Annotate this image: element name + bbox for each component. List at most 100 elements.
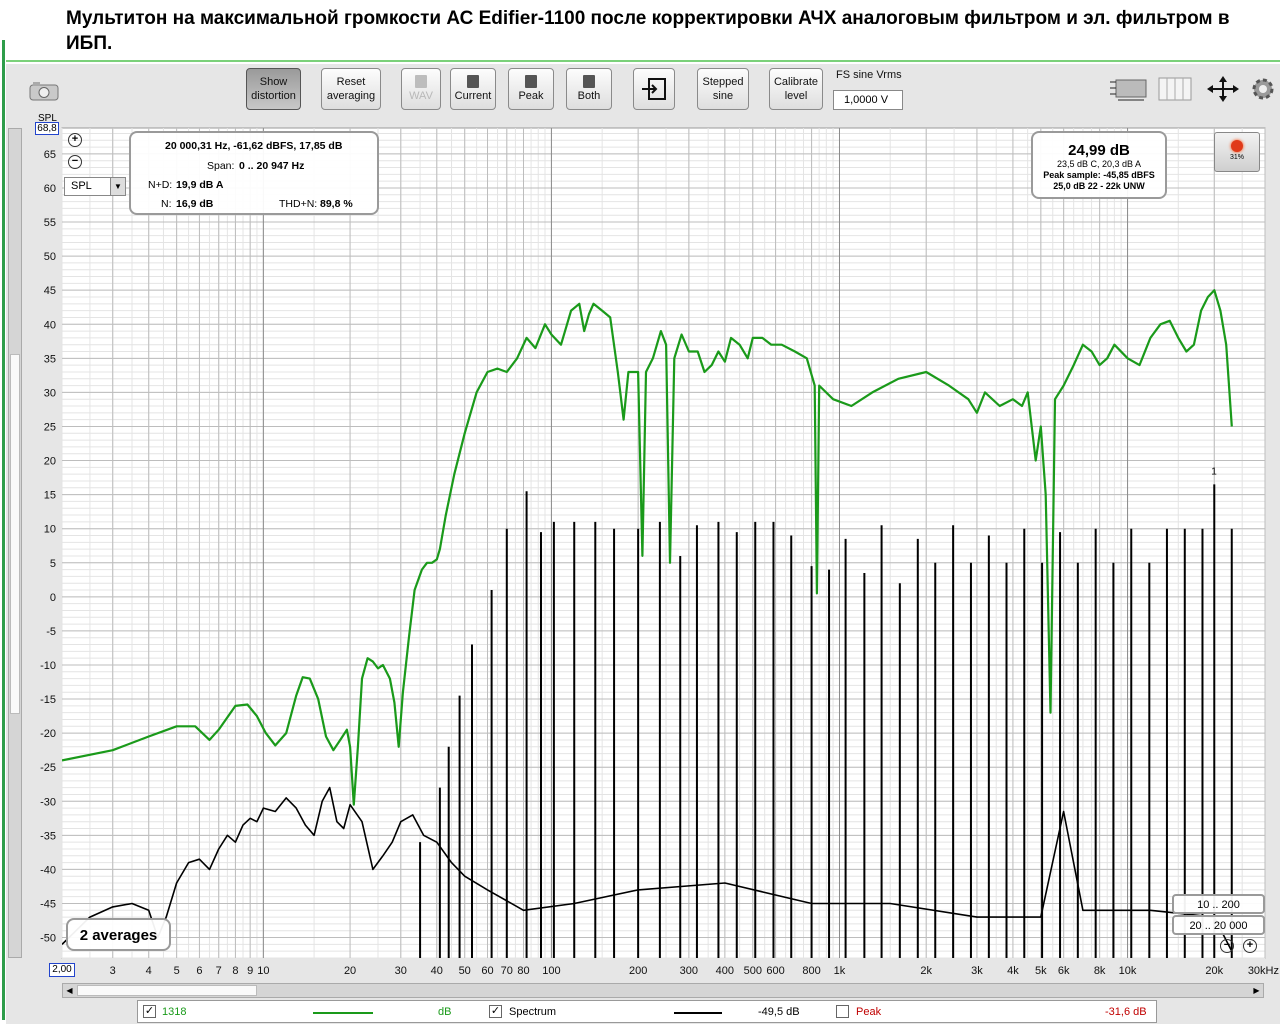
import-icon [642,78,666,100]
x-tick-label: 8 [232,965,238,977]
horizontal-scrollbar-thumb[interactable] [77,985,257,996]
wav-button[interactable]: WAV [401,68,441,110]
gear-icon[interactable] [1250,76,1276,102]
span-value: 0 .. 20 947 Hz [239,160,305,172]
y-tick-label: 30 [44,387,56,399]
page-title: Мультитон на максимальной громкости АС E… [66,8,1230,54]
x-tick-label: 40 [431,965,443,977]
graph-columns-icon[interactable] [1157,76,1193,102]
x-tick-label: 60 [481,965,493,977]
reset-averaging-label-1: Reset [336,76,366,88]
level-main-value: 24,99 dB [1068,142,1130,159]
vertical-scrollbar-thumb[interactable] [10,354,20,714]
legend-bar: ✓ 1318 dB ✓ Spectrum -49,5 dB Peak -31,6… [137,1000,1157,1023]
trace1-checkbox[interactable]: ✓ [143,1005,156,1018]
zoom-out-y-button[interactable]: − [68,155,82,169]
y-tick-label: 65 [44,149,56,161]
y-tick-label: -40 [40,864,56,876]
x-tick-label: 400 [716,965,734,977]
left-accent-bar [2,40,5,1020]
x-tick-label: 3k [971,965,983,977]
x-tick-label: 9 [247,965,253,977]
zoom-in-y-button[interactable]: + [68,133,82,147]
zoom-out-x-button[interactable]: − [1220,939,1234,953]
spl-selector[interactable]: SPL ▼ [64,177,126,196]
peak-label: Peak [518,90,544,102]
record-icon [1231,140,1243,152]
stepped-sine-button[interactable]: Stepped sine [697,68,749,110]
fit-view-arrows-icon[interactable] [1205,76,1241,102]
peak-value: -31,6 dB [1105,1006,1147,1018]
span-label: Span: [207,160,235,172]
calibrate-level-label-1: Calibrate [773,76,819,88]
series-line-1 [62,786,1233,952]
stepped-sine-label-2: sine [712,90,734,102]
y-tick-label: -5 [46,626,56,638]
y-tick-label: 40 [44,319,56,331]
camera-icon[interactable] [28,80,60,102]
save-both-button[interactable]: Both [566,68,612,110]
spectrum-checkbox[interactable]: ✓ [489,1005,502,1018]
y-tick-label: 10 [44,524,56,536]
y-tick-label: -45 [40,898,56,910]
x-tick-label: 20k [1205,965,1223,977]
save-peak-button[interactable]: Peak [508,68,554,110]
peak-checkbox[interactable] [836,1005,849,1018]
nd-label: N+D: [148,179,173,191]
y-max-field[interactable]: 68,8 [35,122,59,135]
save-icon [583,75,595,88]
x-tick-label: 6 [196,965,202,977]
x-min-field[interactable]: 2,00 [49,963,75,977]
spectrum-swatch [674,1012,722,1014]
level-peak-sample: Peak sample: -45,85 dBFS [1043,170,1155,180]
series-line-0 [62,289,1233,806]
x-tick-label: 600 [766,965,784,977]
scroll-left-arrow-icon[interactable]: ◀ [66,986,73,995]
reset-averaging-button[interactable]: Reset averaging [321,68,381,110]
save-icon [415,75,427,88]
record-button[interactable]: 31% [1214,132,1260,172]
thdn-value: 89,8 % [320,198,353,210]
layout-icon[interactable] [1108,76,1148,102]
vertical-scrollbar[interactable] [8,128,22,958]
n-label: N: [161,198,172,210]
y-tick-label: 20 [44,456,56,468]
show-distortion-button[interactable]: Show distortion [246,68,301,110]
x-tick-label: 4k [1007,965,1019,977]
fs-sine-vrms-input[interactable]: 1,0000 V [833,90,903,110]
y-tick-labels: 65605550454035302520151050-5-10-15-20-25… [40,149,56,945]
averages-badge: 2 averages [66,918,171,951]
horizontal-scrollbar[interactable]: ◀ ▶ [62,983,1264,998]
nd-value: 19,9 dB A [176,179,224,191]
trace1-unit: dB [438,1006,452,1018]
x-tick-label: 100 [542,965,560,977]
x-tick-label: 5 [174,965,180,977]
x-tick-label: 30kHz [1248,965,1279,977]
import-button[interactable] [633,68,675,110]
x-tick-label: 80 [517,965,529,977]
save-current-button[interactable]: Current [450,68,496,110]
y-axis-label: SPL [38,113,57,124]
plot-area[interactable] [61,127,1266,959]
scroll-right-arrow-icon[interactable]: ▶ [1253,986,1260,995]
x-tick-label: 2k [920,965,932,977]
trace1-swatch [313,1012,373,1014]
x-tick-label: 300 [680,965,698,977]
x-tick-label: 1k [834,965,846,977]
wav-label: WAV [409,90,433,102]
x-tick-label: 6k [1058,965,1070,977]
x-tick-label: 500 [744,965,762,977]
calibrate-level-button[interactable]: Calibrate level [769,68,823,110]
y-tick-label: -20 [40,728,56,740]
x-tick-label: 7 [216,965,222,977]
y-tick-label: -30 [40,796,56,808]
y-tick-label: 0 [50,592,56,604]
current-label: Current [454,90,492,102]
spl-chart[interactable]: 65605550454035302520151050-5-10-15-20-25… [0,0,1280,1000]
spl-selector-value: SPL [71,180,92,192]
range-20-20000-button[interactable]: 20 .. 20 000 [1172,915,1265,935]
range-10-200-button[interactable]: 10 .. 200 [1172,894,1265,914]
show-distortion-label-1: Show [259,76,288,88]
trace1-name: 1318 [162,1006,187,1018]
zoom-in-x-button[interactable]: + [1243,939,1257,953]
